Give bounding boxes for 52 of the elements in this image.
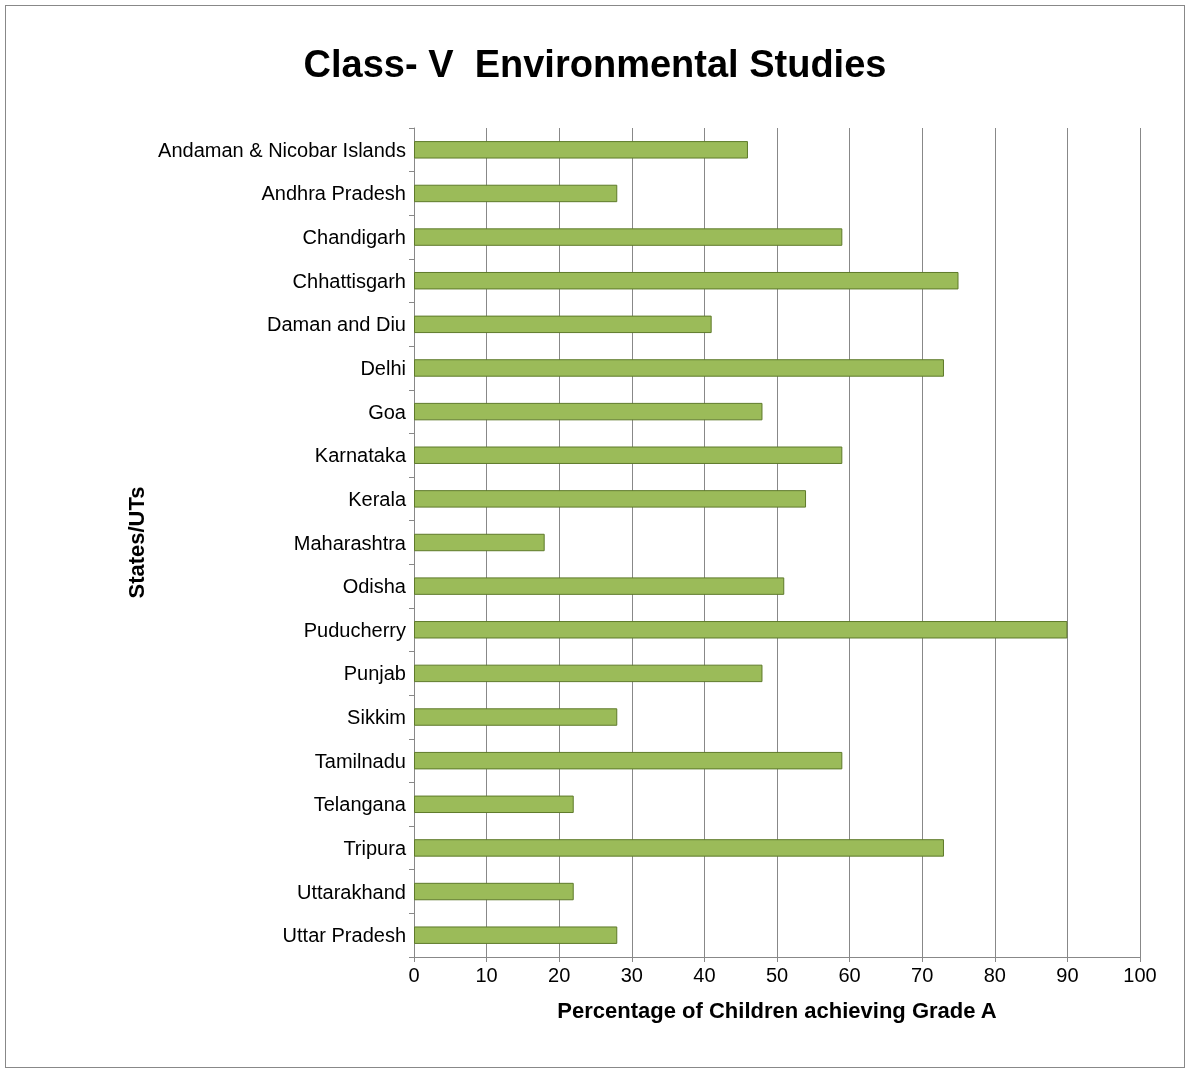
- bar: [414, 882, 574, 901]
- y-tick-label: Uttarakhand: [297, 880, 406, 903]
- bar: [414, 926, 618, 944]
- x-tick-label: 80: [983, 964, 1006, 986]
- y-tick-label: Uttar Pradesh: [282, 924, 406, 947]
- bar: [414, 839, 944, 857]
- bar: [414, 577, 785, 595]
- bar: [414, 621, 1068, 639]
- bar: [414, 315, 712, 334]
- y-tick-label: Andhra Pradesh: [261, 182, 406, 205]
- x-tick-label: 90: [1056, 964, 1079, 986]
- x-tick-label: 10: [475, 964, 498, 986]
- y-tick-label: Chandigarh: [302, 226, 406, 249]
- bar: [414, 446, 843, 464]
- bar: [414, 184, 618, 203]
- bar: [414, 533, 545, 552]
- y-tick-label: Goa: [368, 400, 407, 423]
- bar: [414, 359, 944, 377]
- bar: [414, 708, 618, 726]
- y-tick-label: Puducherry: [303, 618, 406, 641]
- x-tick-label: 100: [1123, 964, 1157, 986]
- y-tick-label: Sikkim: [347, 706, 406, 729]
- y-axis-title: States/UTs: [123, 486, 149, 599]
- x-tick-label: 50: [765, 964, 789, 986]
- bar: [414, 402, 763, 421]
- bar: [414, 490, 807, 508]
- y-tick-label: Karnataka: [314, 444, 407, 467]
- y-tick-label: Daman and Diu: [267, 313, 406, 336]
- y-tick-label: Punjab: [343, 662, 406, 685]
- y-tick-label: Delhi: [360, 356, 406, 379]
- x-tick-label: 30: [620, 964, 643, 986]
- x-axis-title: Percentage of Children achieving Grade A: [557, 997, 997, 1023]
- y-tick-label: Maharashtra: [293, 531, 407, 554]
- y-tick-label: Andaman & Nicobar Islands: [158, 138, 406, 161]
- chart-title: Class- V Environmental Studies: [303, 43, 887, 85]
- x-tick-label: 60: [838, 964, 861, 986]
- x-tick-label: 40: [693, 964, 716, 986]
- bar: [414, 141, 748, 159]
- bar: [414, 228, 843, 246]
- bar: [414, 271, 959, 290]
- y-tick-label: Kerala: [348, 487, 407, 510]
- y-tick-label: Tripura: [343, 836, 407, 859]
- y-tick-label: Telangana: [313, 793, 407, 816]
- x-tick-label: 20: [548, 964, 571, 986]
- y-tick-label: Chhattisgarh: [292, 269, 406, 292]
- x-tick-label: 0: [408, 964, 420, 986]
- bar: [414, 664, 763, 683]
- x-tick-label: 70: [911, 964, 934, 986]
- bar: [414, 751, 843, 770]
- y-tick-label: Tamilnadu: [314, 749, 406, 772]
- bar: [414, 795, 574, 814]
- y-tick-label: Odisha: [342, 575, 407, 598]
